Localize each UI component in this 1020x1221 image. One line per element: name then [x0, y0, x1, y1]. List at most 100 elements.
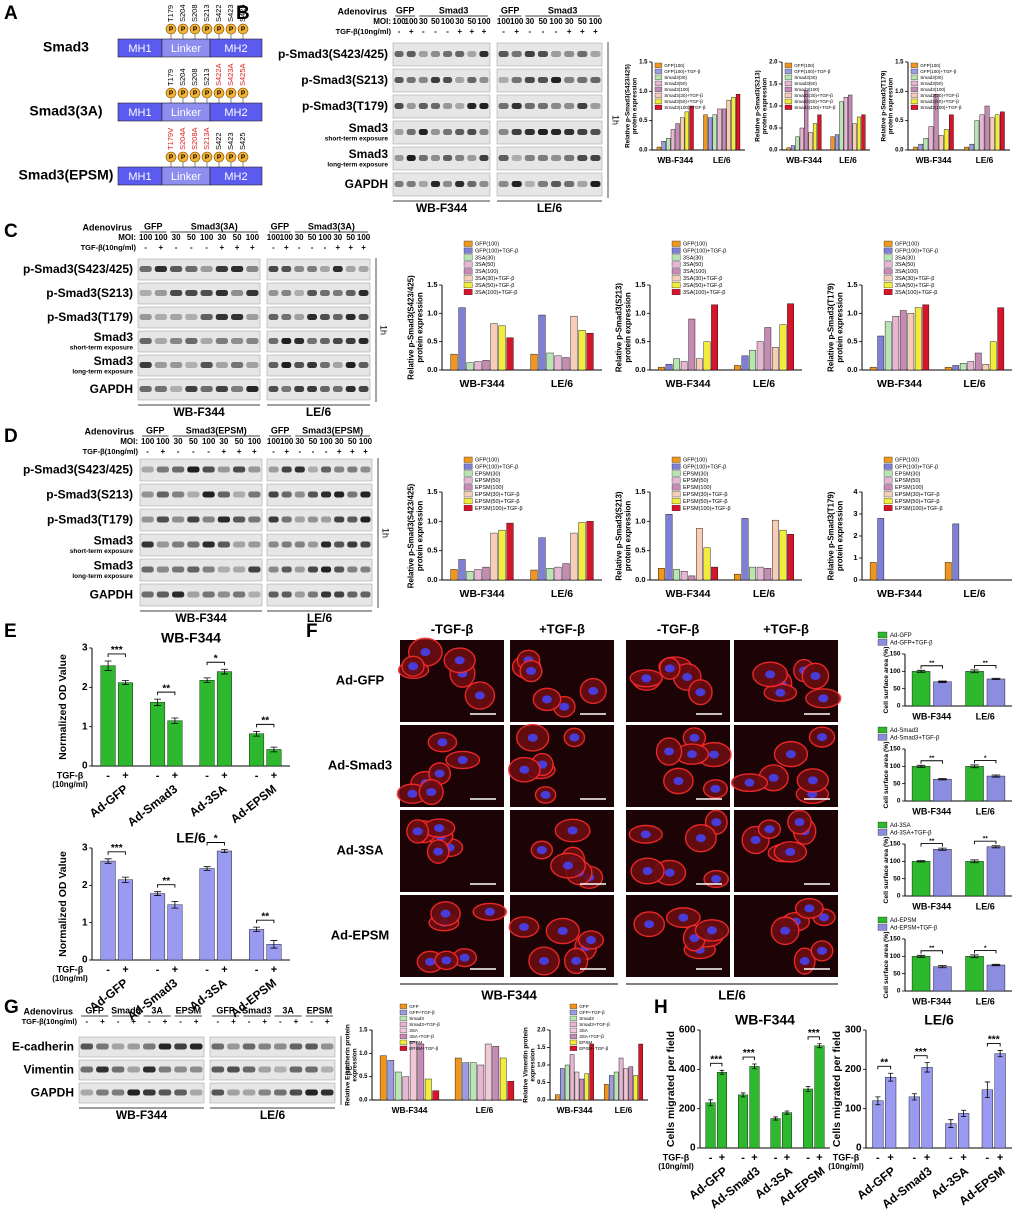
- nucleus: [785, 750, 796, 759]
- bar: [608, 1075, 614, 1101]
- tgf-value: +: [194, 1017, 199, 1026]
- tgf-value: -: [216, 1017, 219, 1026]
- band: [174, 1089, 187, 1096]
- tgf-value: +: [237, 447, 242, 456]
- legend-label: 3SA(30): [683, 255, 703, 261]
- tgf-value: -: [422, 27, 425, 36]
- panel-letter: C: [4, 221, 18, 242]
- legend-swatch: [671, 470, 681, 477]
- legend-swatch: [569, 1045, 578, 1051]
- tgf-value: +: [284, 243, 289, 252]
- band: [141, 541, 154, 548]
- band: [141, 566, 154, 573]
- domain-label: Linker: [171, 107, 201, 119]
- moi-value: 50: [467, 17, 476, 26]
- bar: [911, 956, 931, 992]
- band: [479, 181, 489, 187]
- y-tick-label: 1: [82, 917, 88, 928]
- x-tick-label: WB-F344: [877, 378, 922, 390]
- row-label: p-Smad3(S423/425): [23, 463, 133, 477]
- band: [320, 1043, 334, 1050]
- nucleus: [818, 694, 829, 703]
- bar: [877, 518, 885, 581]
- tgf-value: +: [580, 27, 585, 36]
- legend-label: Smad3+TGF-β: [579, 1022, 610, 1027]
- x-tick-label: LE/6: [976, 806, 995, 816]
- significance: ***: [710, 1054, 722, 1065]
- legend-swatch: [671, 282, 681, 289]
- moi-value: 30: [217, 233, 226, 242]
- y-axis-label: protein expression: [631, 78, 638, 134]
- bar: [613, 1071, 619, 1101]
- bar: [933, 849, 952, 897]
- nucleus: [454, 656, 465, 665]
- x-tick-label: WB-F344: [392, 1105, 428, 1115]
- band: [202, 466, 215, 473]
- legend-swatch: [877, 734, 888, 741]
- legend-swatch: [463, 470, 473, 477]
- blot-strip: [392, 42, 491, 67]
- band: [172, 591, 185, 598]
- cell-label: WB-F344: [116, 1108, 168, 1122]
- band: [467, 103, 477, 109]
- y-tick-label: 1.0: [359, 1051, 368, 1057]
- nucleus: [527, 733, 538, 742]
- bar: [965, 766, 984, 802]
- tgf-value: -: [117, 1017, 120, 1026]
- legend-label: Smad3(50)+TGF-β: [920, 99, 959, 104]
- band: [347, 516, 358, 523]
- legend-label: Smad3(30)+TGF-β: [920, 93, 959, 98]
- y-tick-label: 600: [679, 1025, 696, 1036]
- blot-strip: [137, 258, 261, 281]
- band: [307, 516, 318, 523]
- legend-label: Smad3(50): [920, 81, 943, 86]
- y-tick-label: 400: [679, 1064, 696, 1075]
- group-label: Smad3: [548, 5, 578, 15]
- phospho-site: [237, 151, 249, 163]
- site-label: S425: [238, 132, 247, 150]
- y-tick-label: 0.5: [427, 337, 437, 346]
- legend-label: Smad3(100): [794, 87, 820, 92]
- bar: [167, 720, 183, 767]
- moi-value: 100: [200, 233, 214, 242]
- bar: [986, 964, 1006, 992]
- band: [334, 541, 345, 548]
- significance: **: [880, 1057, 888, 1068]
- x-tick-label: LE/6: [753, 588, 775, 600]
- band: [334, 566, 345, 573]
- bar: [911, 861, 931, 897]
- row-label: Ad-EPSM: [331, 927, 390, 942]
- band: [537, 155, 548, 161]
- band: [321, 591, 332, 598]
- band: [524, 155, 535, 161]
- bar: [1000, 111, 1005, 151]
- bar: [409, 1041, 417, 1101]
- bar: [712, 114, 717, 151]
- bar: [734, 365, 741, 371]
- band: [524, 103, 535, 109]
- moi-value: 30: [455, 17, 464, 26]
- band: [274, 1066, 287, 1073]
- legend-swatch: [569, 1009, 578, 1015]
- bar: [986, 678, 1006, 707]
- band: [242, 1089, 256, 1096]
- band: [185, 362, 198, 368]
- moi-value: 100: [141, 437, 155, 446]
- band: [321, 466, 332, 473]
- y-axis-label: Relative p-Smad3(T179): [827, 491, 836, 580]
- band: [305, 1043, 318, 1050]
- nucleus: [695, 834, 706, 843]
- legend-swatch: [671, 491, 681, 498]
- bracket: [920, 760, 943, 764]
- nucleus: [588, 686, 599, 695]
- bar: [958, 1113, 970, 1149]
- band: [406, 129, 416, 135]
- bar: [839, 101, 844, 151]
- site-label: S423: [226, 4, 235, 22]
- legend-swatch: [569, 1027, 578, 1033]
- cell-label: LE/6: [260, 1108, 286, 1122]
- construct-name: Smad3: [43, 39, 89, 55]
- legend-label: EPSM(100): [475, 485, 504, 491]
- band: [537, 51, 548, 57]
- band: [524, 129, 535, 135]
